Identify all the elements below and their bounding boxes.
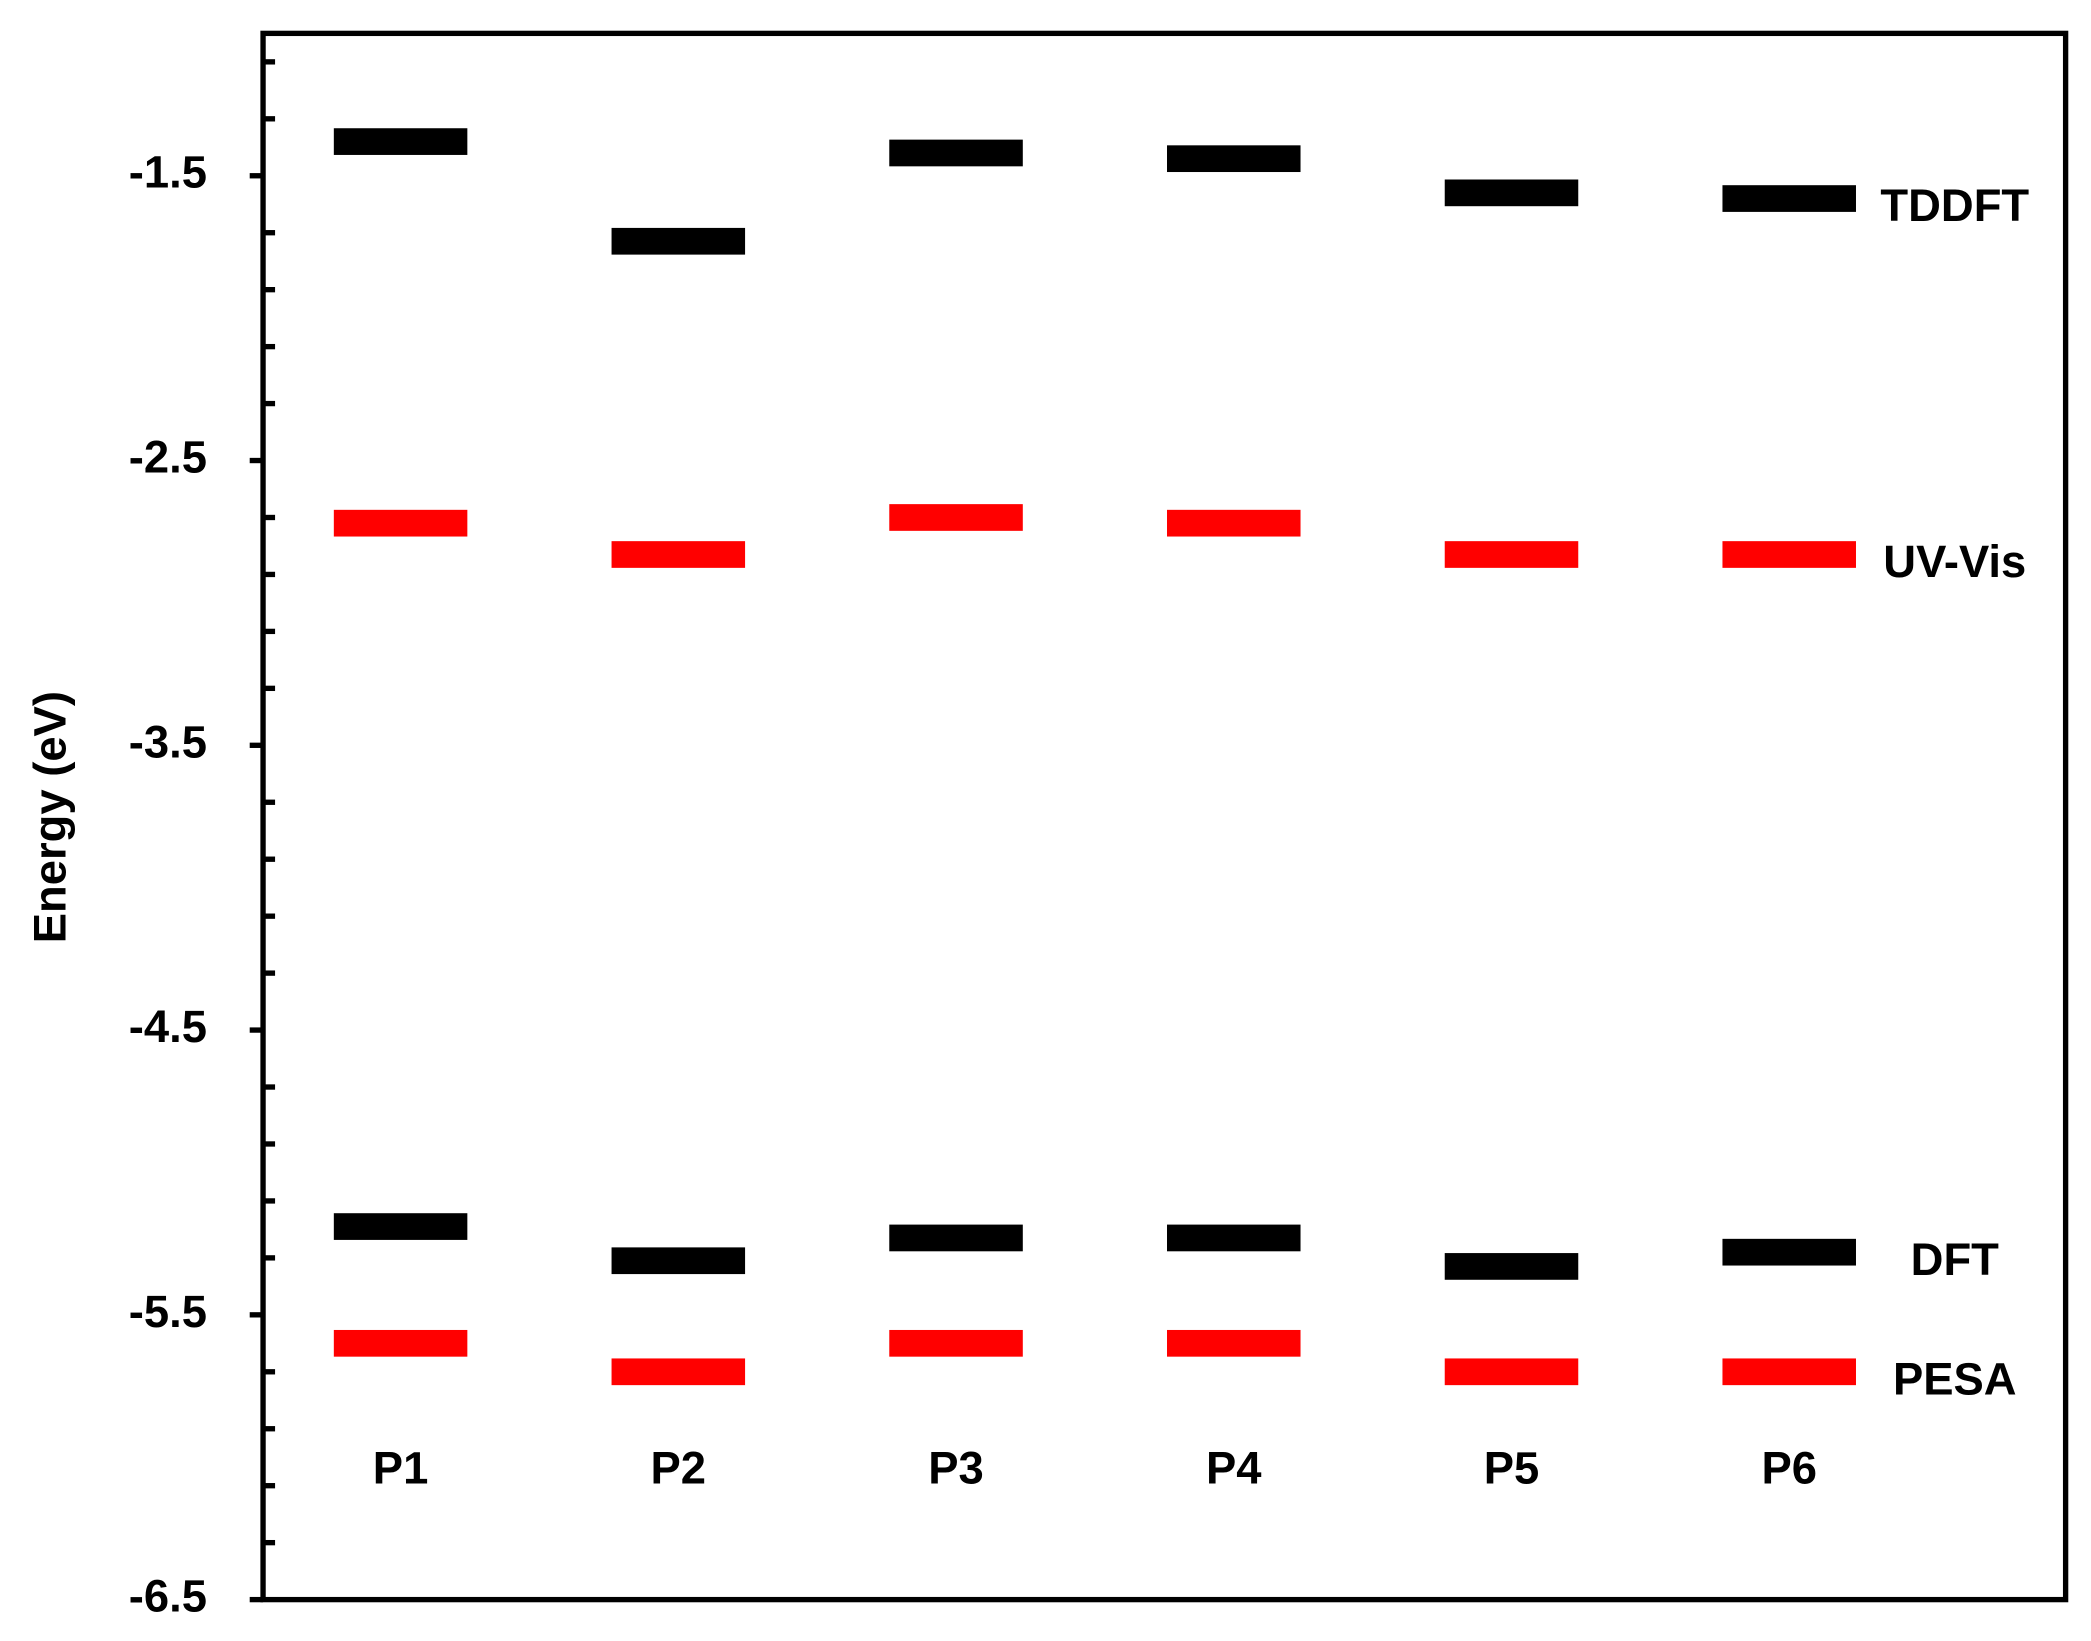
legend-label: UV-Vis (1883, 536, 2026, 587)
x-tick-label: P4 (1206, 1442, 1262, 1493)
y-tick-label: -6.5 (129, 1571, 207, 1622)
y-tick-label: -5.5 (129, 1286, 207, 1337)
level-bar (1722, 541, 1856, 568)
y-tick-label: -2.5 (129, 432, 207, 483)
level-bar (889, 504, 1023, 531)
level-bar (611, 1247, 746, 1275)
x-tick-label: P6 (1761, 1442, 1817, 1493)
level-bar (1444, 541, 1579, 568)
level-bar (1167, 1329, 1301, 1357)
level-bar (1167, 509, 1301, 537)
level-bar (333, 128, 468, 155)
level-bar (1722, 1238, 1856, 1266)
level-bar (333, 1213, 468, 1240)
y-tick-label: -4.5 (129, 1001, 207, 1052)
level-bar (1444, 1253, 1579, 1280)
x-tick-label: P1 (373, 1442, 429, 1493)
level-bar (889, 1224, 1023, 1252)
level-bar (611, 227, 746, 255)
level-bar (1167, 1224, 1301, 1252)
x-tick-label: P5 (1484, 1442, 1540, 1493)
legend-label: TDDFT (1880, 180, 2029, 231)
level-bar (333, 1329, 468, 1357)
x-tick-label: P3 (928, 1442, 984, 1493)
level-bar (889, 1329, 1023, 1357)
level-bar (1722, 185, 1856, 212)
level-bar (1444, 1358, 1579, 1386)
level-bar (1722, 1358, 1856, 1386)
legend-label: DFT (1911, 1234, 1999, 1285)
level-bar (333, 509, 468, 537)
x-tick-label: P2 (651, 1442, 707, 1493)
legend-label: PESA (1893, 1353, 2017, 1404)
level-bar (611, 1358, 746, 1386)
y-tick-label: -3.5 (129, 716, 207, 767)
level-bar (1167, 145, 1301, 173)
y-axis-label: Energy (eV) (24, 691, 75, 943)
level-bar (611, 541, 746, 568)
level-bar (889, 139, 1023, 167)
plot-frame (260, 30, 2069, 1603)
level-bar (1444, 179, 1579, 207)
y-tick-label: -1.5 (129, 147, 207, 198)
